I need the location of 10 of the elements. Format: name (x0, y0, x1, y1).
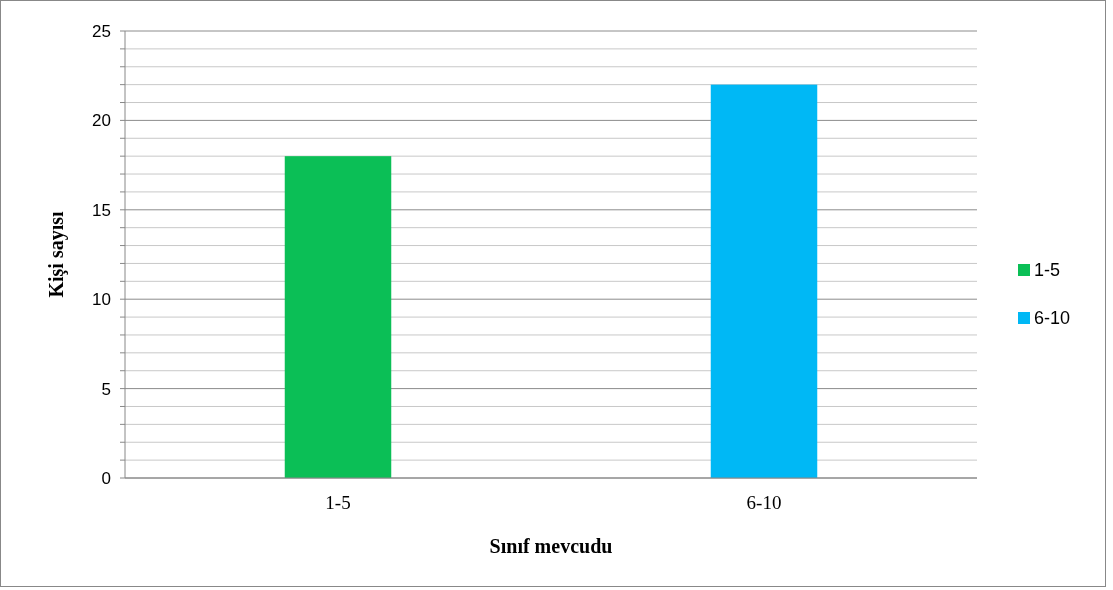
y-axis-title: Kişi sayısı (45, 210, 68, 298)
legend-label: 6-10 (1034, 308, 1071, 329)
y-tick-label: 5 (101, 379, 111, 399)
legend-label: 1-5 (1034, 260, 1061, 281)
y-tick-label: 15 (92, 200, 111, 220)
x-axis-title: Sınıf mevcudu (489, 535, 613, 557)
y-tick-label: 25 (92, 21, 111, 41)
y-tick-label: 20 (92, 111, 111, 131)
y-tick-label: 0 (101, 468, 111, 488)
y-tick-label: 10 (92, 290, 111, 310)
